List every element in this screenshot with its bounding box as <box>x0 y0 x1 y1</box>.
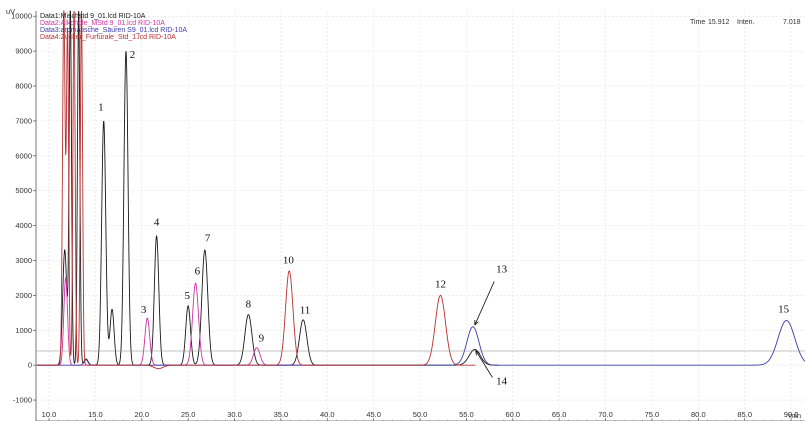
x-tick-label: 50.0 <box>413 410 428 419</box>
peak-label-7: 7 <box>205 232 211 244</box>
inten-label: Inten. <box>737 19 755 26</box>
series-layer <box>36 10 805 370</box>
series-line-4 <box>36 10 476 370</box>
peak-label-5: 5 <box>184 290 190 302</box>
peak-label-1: 1 <box>98 101 104 113</box>
x-tick-label: 10.0 <box>42 410 57 419</box>
peak-label-13: 13 <box>496 264 508 276</box>
peak-label-2: 2 <box>130 49 136 61</box>
x-tick-label: 85.0 <box>737 410 752 419</box>
peak-label-15: 15 <box>778 303 790 315</box>
y-tick-label: 6000 <box>15 151 32 160</box>
y-tick-label: 5000 <box>15 186 32 195</box>
x-tick-label: 45.0 <box>366 410 381 419</box>
peak-label-4: 4 <box>154 217 160 229</box>
time-value: 15.912 <box>708 19 730 26</box>
legend-entry-1: Data1:Mischstd 9_01.lcd RID-10A <box>40 13 146 20</box>
x-tick-label: 75.0 <box>645 410 660 419</box>
legend-entry-2: Data2:Alkohole_MStd 9_01.lcd RID-10A <box>40 20 165 27</box>
y-tick-label: 1000 <box>15 326 32 335</box>
y-tick-label: 3000 <box>15 256 32 265</box>
x-unit-label: min <box>789 411 801 420</box>
inten-value: 7.018 <box>783 19 801 26</box>
y-tick-label: 7000 <box>15 116 32 125</box>
x-tick-label: 60.0 <box>505 410 520 419</box>
x-tick-label: 20.0 <box>134 410 149 419</box>
time-label: Time <box>690 19 705 26</box>
x-tick-label: 40.0 <box>320 410 335 419</box>
peak-label-9: 9 <box>259 332 265 344</box>
annotation-arrowhead-1 <box>474 320 479 326</box>
annotation-arrow-1 <box>474 281 495 326</box>
annotation-layer <box>474 281 495 378</box>
x-tick-label: 25.0 <box>181 410 196 419</box>
info-header: Time 15.912 Inten. 7.018 <box>690 19 801 26</box>
annotation-arrow-2 <box>475 350 493 378</box>
peak-label-14: 14 <box>496 375 508 387</box>
y-tick-label: 4000 <box>15 221 32 230</box>
peak-label-10: 10 <box>283 254 295 266</box>
axes-layer <box>35 11 805 421</box>
peak-label-8: 8 <box>246 299 252 311</box>
annotation-arrowhead-2 <box>475 350 481 356</box>
y-tick-label: 8000 <box>15 82 32 91</box>
x-tick-label: 70.0 <box>598 410 613 419</box>
peak-label-12: 12 <box>435 279 446 291</box>
y-unit-label: uV <box>6 7 15 16</box>
y-tick-label: 0 <box>28 361 32 370</box>
legend-entry-3: Data3:aromatische_Säuren S9_01.lcd RID-1… <box>40 27 187 34</box>
y-tick-label: 9000 <box>15 47 32 56</box>
x-tick-label: 55.0 <box>459 410 474 419</box>
legend-entry-4: Data4:Zucker_Furfurale_Std_1.lcd RID-10A <box>40 34 176 41</box>
x-tick-label: 15.0 <box>88 410 103 419</box>
y-tick-label: 2000 <box>15 291 32 300</box>
axis-ticks: 1000090008000700060005000400030002000100… <box>11 12 801 421</box>
x-tick-label: 35.0 <box>274 410 289 419</box>
y-tick-label: -1000 <box>13 396 32 405</box>
peak-label-11: 11 <box>300 305 311 317</box>
x-tick-label: 30.0 <box>227 410 242 419</box>
x-tick-label: 65.0 <box>552 410 567 419</box>
legend: Data1:Mischstd 9_01.lcd RID-10AData2:Alk… <box>40 13 187 41</box>
peak-label-6: 6 <box>195 265 201 277</box>
x-tick-label: 90.0 <box>784 410 799 419</box>
y-tick-label: 10000 <box>11 12 32 21</box>
peak-label-3: 3 <box>141 304 147 316</box>
x-tick-label: 80.0 <box>691 410 706 419</box>
